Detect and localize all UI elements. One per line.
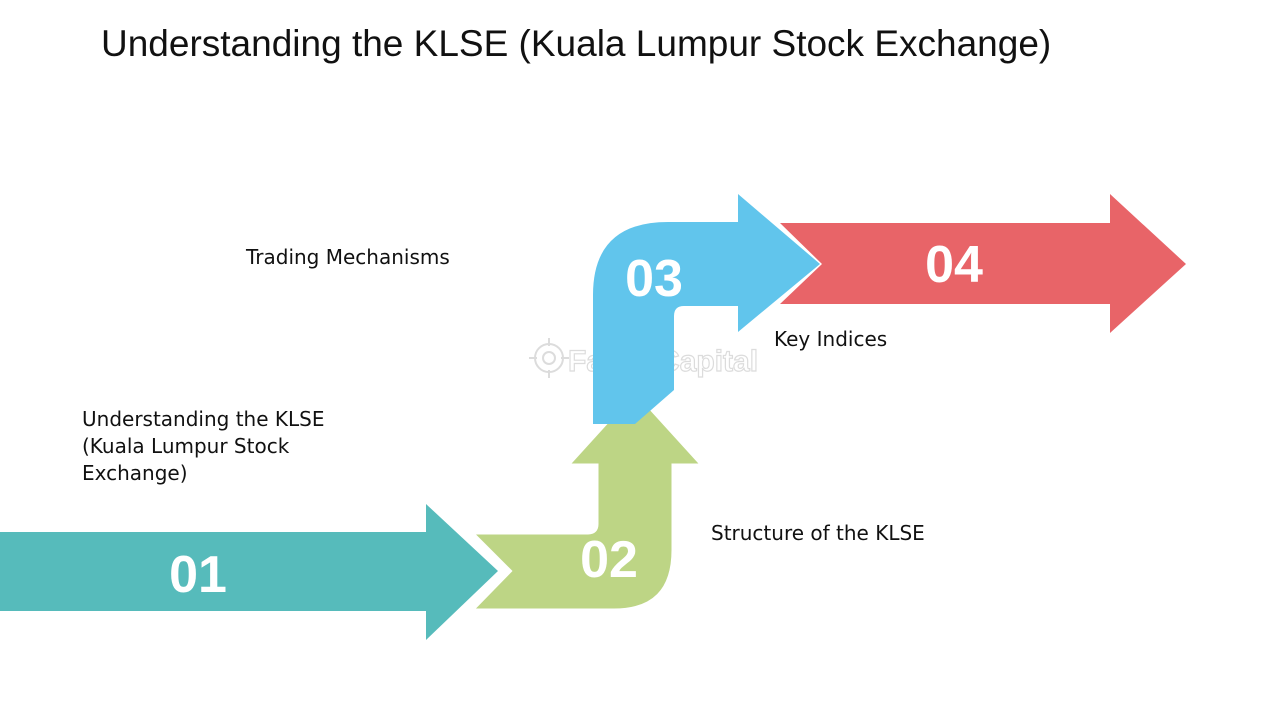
step-label-03: Trading Mechanisms — [246, 245, 450, 269]
arrow-03 — [593, 194, 820, 424]
step-label-04: Key Indices — [774, 327, 888, 351]
page-title: Understanding the KLSE (Kuala Lumpur Sto… — [101, 23, 1052, 64]
arrow-01 — [0, 504, 498, 640]
step-number-03: 03 — [625, 250, 683, 308]
step-label-01: Understanding the KLSE (Kuala Lumpur Sto… — [82, 407, 325, 485]
step-number-01: 01 — [169, 546, 227, 604]
step-label-02: Structure of the KLSE — [711, 521, 925, 545]
arrow-04 — [780, 194, 1186, 333]
arrow-02 — [463, 386, 710, 614]
gear-icon — [529, 338, 569, 378]
step-number-04: 04 — [925, 236, 983, 294]
step-number-02: 02 — [580, 531, 638, 589]
